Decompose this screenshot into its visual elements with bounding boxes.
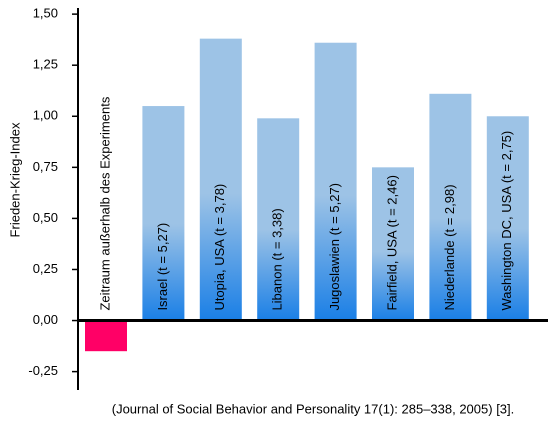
y-tick-label: 0,50	[33, 210, 58, 225]
bar-label: Fairfield, USA (t = 2,46)	[384, 175, 399, 310]
bar	[486, 116, 529, 321]
y-tick-label: 1,25	[33, 57, 58, 72]
bar-label: Utopia, USA (t = 3,78)	[212, 184, 227, 311]
bar	[199, 38, 242, 321]
bar	[429, 93, 472, 321]
y-tick-label: -0,25	[28, 363, 58, 378]
bar	[142, 106, 185, 321]
y-tick-label: 0,00	[33, 312, 58, 327]
bar	[85, 320, 127, 352]
y-tick-label: 0,25	[33, 261, 58, 276]
bar	[372, 167, 414, 321]
bar-label: Zeitraum außerhalb des Experiments	[97, 96, 112, 310]
bar	[314, 42, 357, 321]
y-tick-label: 0,75	[33, 159, 58, 174]
bar-label: Washington DC, USA (t = 2,75)	[499, 131, 514, 311]
source-note: (Journal of Social Behavior and Personal…	[112, 401, 515, 416]
bar-label: Israel (t = 5,27)	[155, 223, 170, 311]
bar-label: Niederlande (t = 2,98)	[442, 184, 457, 310]
bar-label: Jugoslawien (t = 5,27)	[327, 183, 342, 311]
y-tick-label: 1,00	[33, 108, 58, 123]
y-axis-label: Frieden-Krieg-Index	[7, 122, 22, 237]
bar-label: Libanon (t = 3,38)	[270, 208, 285, 310]
y-tick-label: 1,50	[33, 6, 58, 21]
bar	[257, 118, 300, 321]
